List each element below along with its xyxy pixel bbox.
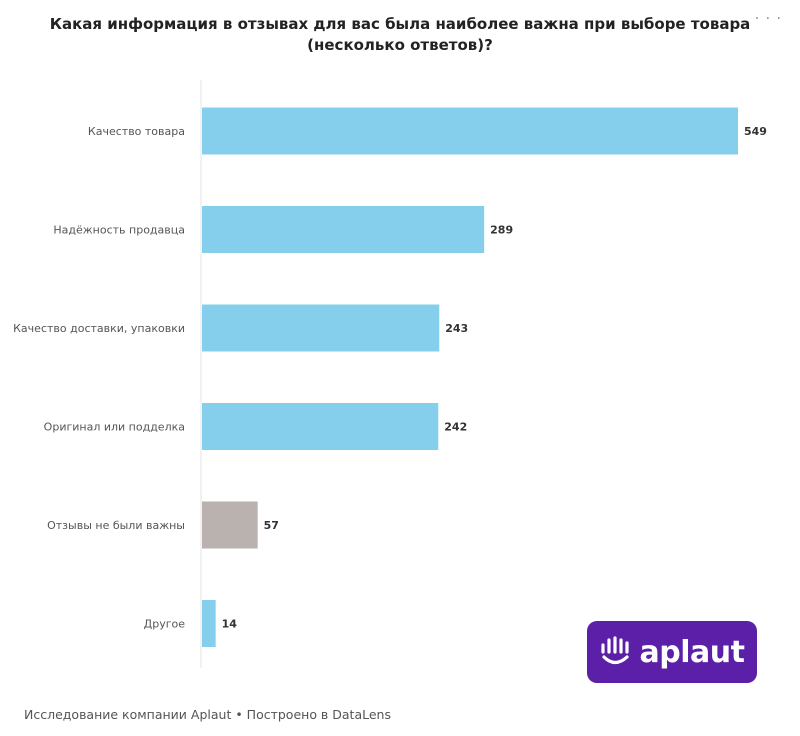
value-label: 549 bbox=[744, 125, 767, 138]
category-label: Отзывы не были важны bbox=[47, 519, 185, 532]
bar[interactable] bbox=[202, 304, 440, 352]
hand-smile-icon bbox=[600, 636, 629, 665]
bar[interactable] bbox=[202, 600, 216, 647]
category-label: Оригинал или подделка bbox=[44, 421, 185, 434]
logo-text: aplaut bbox=[639, 634, 745, 670]
aplaut-logo: aplaut bbox=[587, 621, 757, 683]
bar[interactable] bbox=[202, 403, 439, 450]
bar[interactable] bbox=[202, 107, 738, 155]
chart-title: Какая информация в отзывах для вас была … bbox=[49, 15, 751, 54]
value-label: 242 bbox=[444, 421, 467, 434]
bar[interactable] bbox=[202, 206, 485, 253]
footer-credit: Исследование компании Aplaut • Построено… bbox=[24, 707, 391, 722]
value-label: 243 bbox=[445, 322, 468, 335]
category-label: Другое bbox=[144, 618, 186, 631]
bar-chart: Качество товара 549 Надёжность продавца 289… bbox=[13, 80, 767, 668]
category-label: Качество доставки, упаковки bbox=[13, 322, 185, 335]
value-label: 57 bbox=[264, 519, 279, 532]
category-label: Качество товара bbox=[88, 125, 185, 138]
more-horizontal-icon[interactable]: · · · bbox=[754, 11, 782, 27]
category-label: Надёжность продавца bbox=[53, 224, 185, 237]
bar[interactable] bbox=[202, 501, 258, 549]
value-label: 14 bbox=[222, 618, 238, 631]
value-label: 289 bbox=[490, 224, 513, 237]
